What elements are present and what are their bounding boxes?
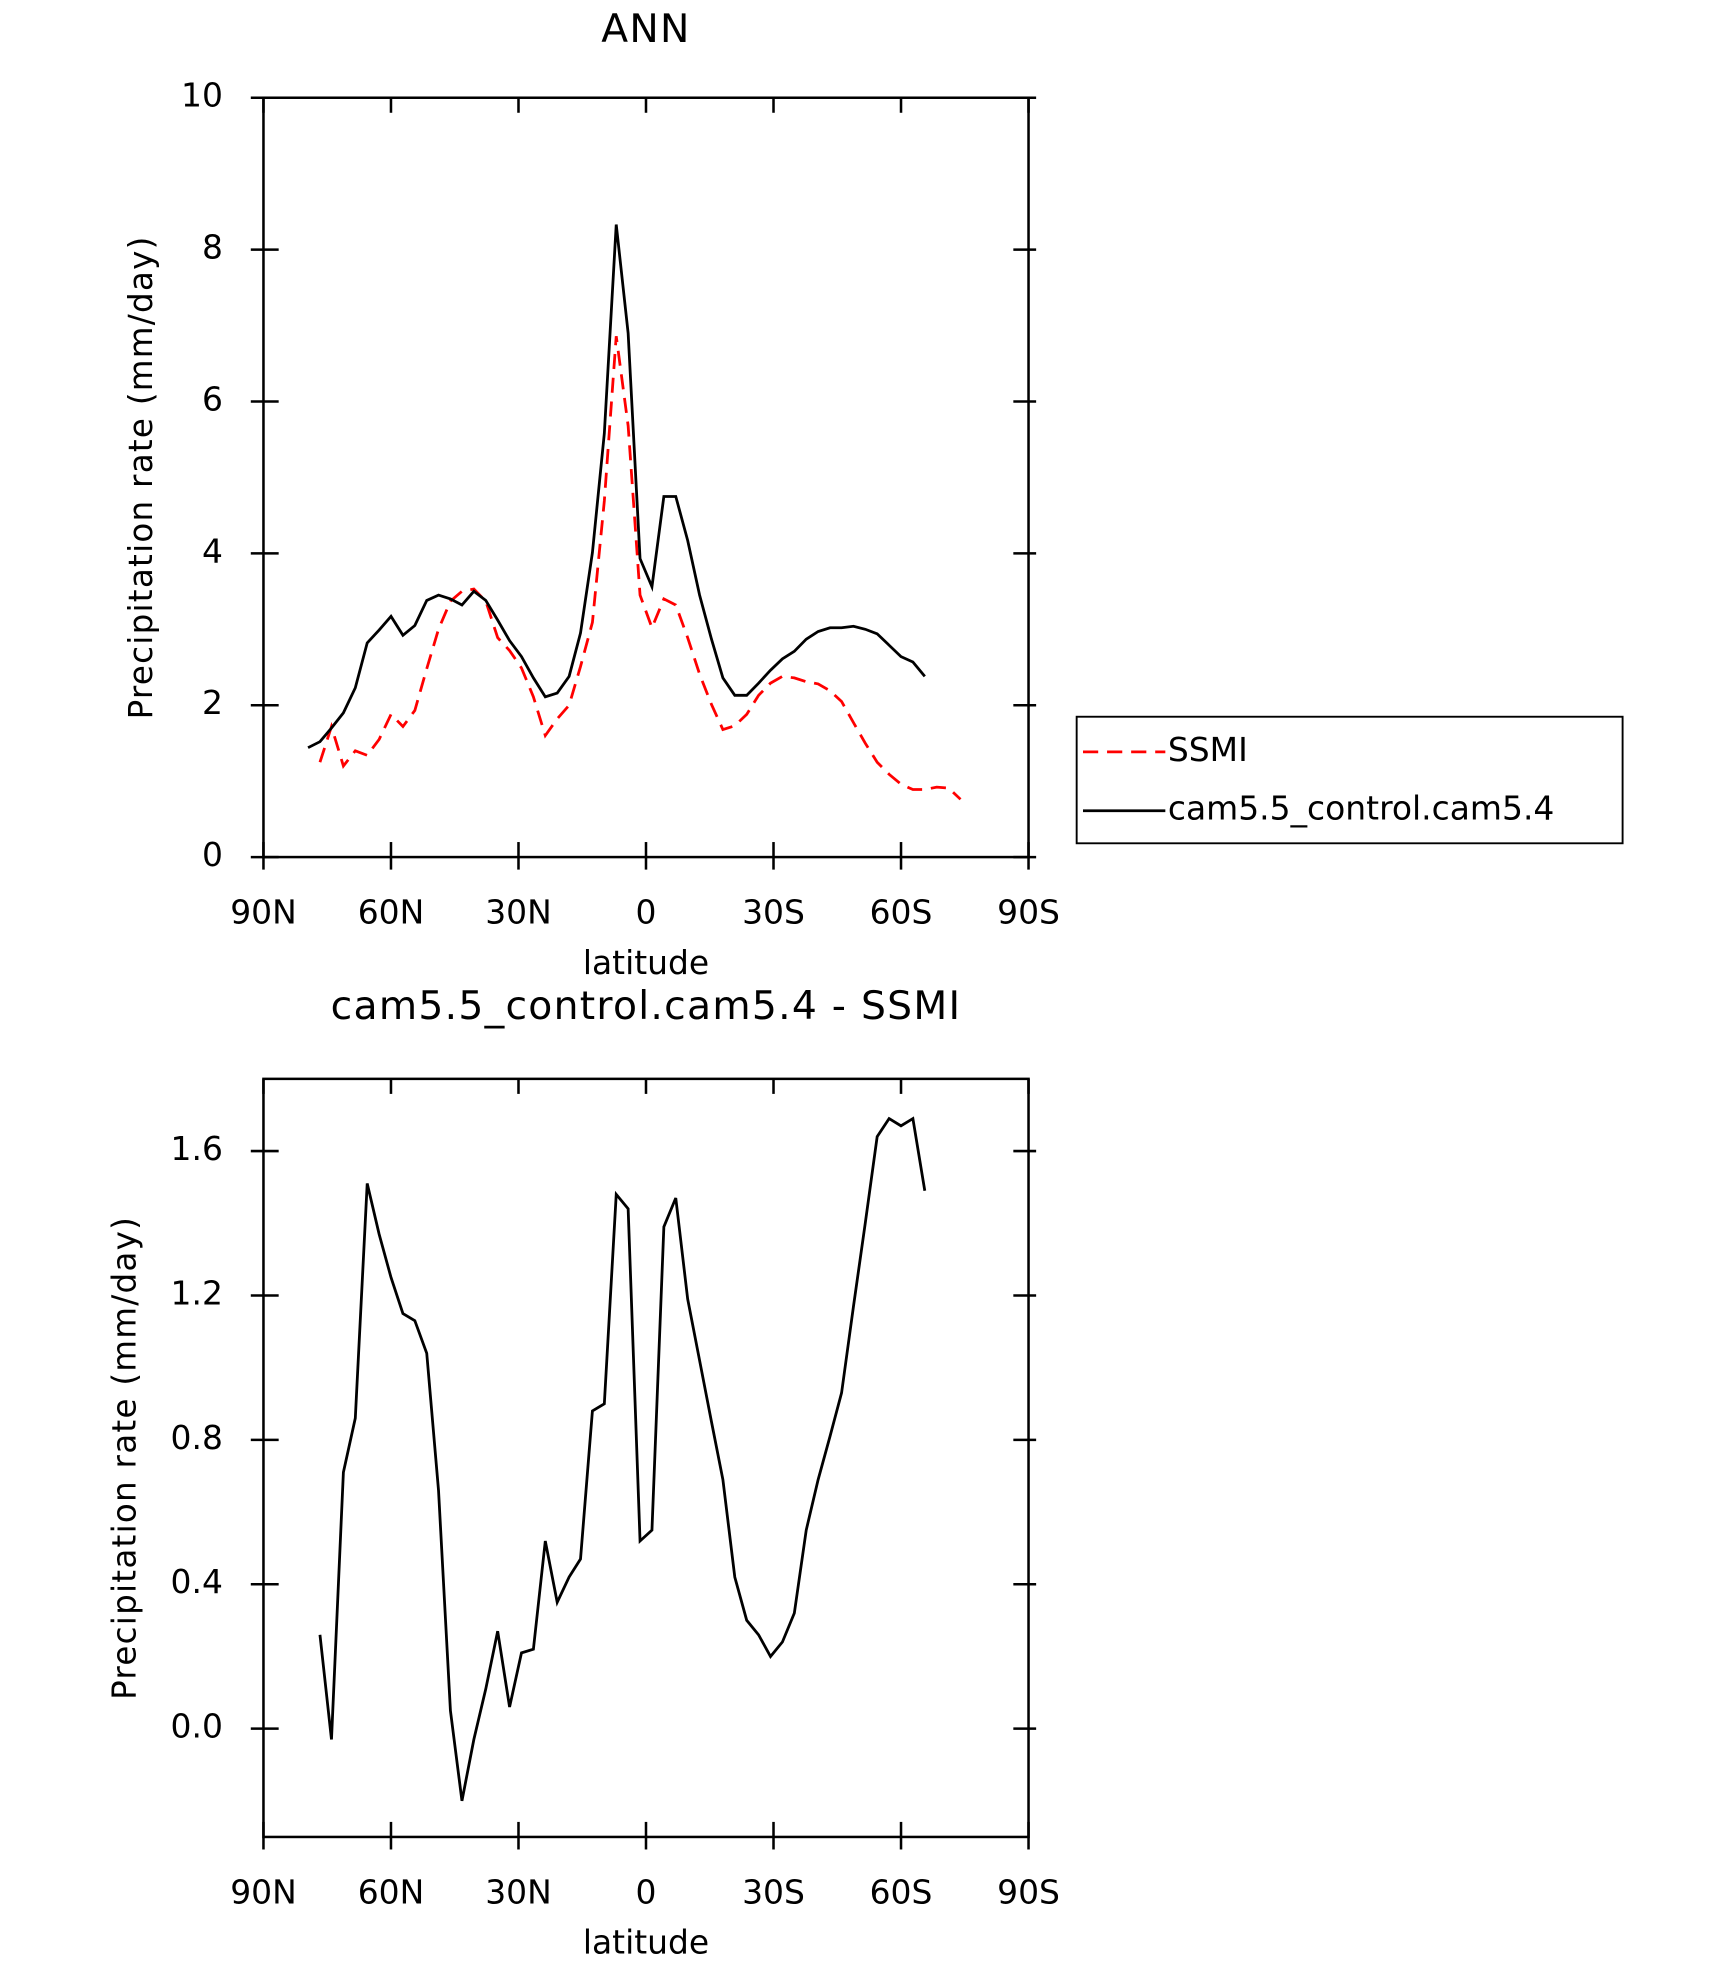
- legend-label: SSMI: [1168, 731, 1248, 769]
- y-tick-label: 0.0: [171, 1708, 223, 1746]
- x-tick-label: 60S: [870, 1874, 933, 1912]
- y-tick-label: 8: [202, 229, 223, 267]
- x-tick-label: 60N: [358, 894, 425, 932]
- x-tick-label: 0: [636, 1874, 657, 1912]
- data-line: [318, 336, 962, 801]
- legend-box: [1075, 715, 1624, 845]
- y-axis-label: Precipitation rate (mm/day): [106, 1216, 144, 1700]
- chart-title: cam5.5_control.cam5.4 - SSMI: [331, 984, 962, 1029]
- x-tick-label: 90N: [230, 1874, 297, 1912]
- x-tick-label: 90S: [997, 894, 1060, 932]
- y-tick-label: 2: [202, 684, 223, 722]
- y-tick-label: 1.6: [171, 1130, 223, 1168]
- x-tick-label: 30N: [485, 1874, 552, 1912]
- x-tick-label: 30S: [742, 1874, 805, 1912]
- y-tick-label: 0.8: [171, 1419, 223, 1457]
- x-tick-label: 60S: [870, 894, 933, 932]
- x-tick-label: 60N: [358, 1874, 425, 1912]
- x-tick-label: 90S: [997, 1874, 1060, 1912]
- y-tick-label: 0: [202, 836, 223, 874]
- y-axis-label: Precipitation rate (mm/day): [122, 235, 160, 719]
- y-tick-label: 1.2: [171, 1275, 223, 1313]
- y-tick-label: 10: [181, 77, 223, 115]
- chart-title: ANN: [601, 7, 690, 52]
- y-tick-label: 0.4: [171, 1563, 223, 1601]
- y-tick-label: 6: [202, 381, 223, 419]
- data-line: [307, 224, 926, 749]
- x-tick-label: 90N: [230, 894, 297, 932]
- x-axis-label: latitude: [583, 1924, 709, 1961]
- plot-frame: [262, 1077, 1030, 1839]
- x-tick-label: 30S: [742, 894, 805, 932]
- y-tick-label: 4: [202, 532, 223, 570]
- plot-frame: [262, 96, 1030, 859]
- legend-label: cam5.5_control.cam5.4: [1168, 790, 1555, 828]
- x-axis-label: latitude: [583, 944, 709, 982]
- x-tick-label: 0: [636, 894, 657, 932]
- x-tick-label: 30N: [485, 894, 552, 932]
- data-line: [318, 1116, 927, 1802]
